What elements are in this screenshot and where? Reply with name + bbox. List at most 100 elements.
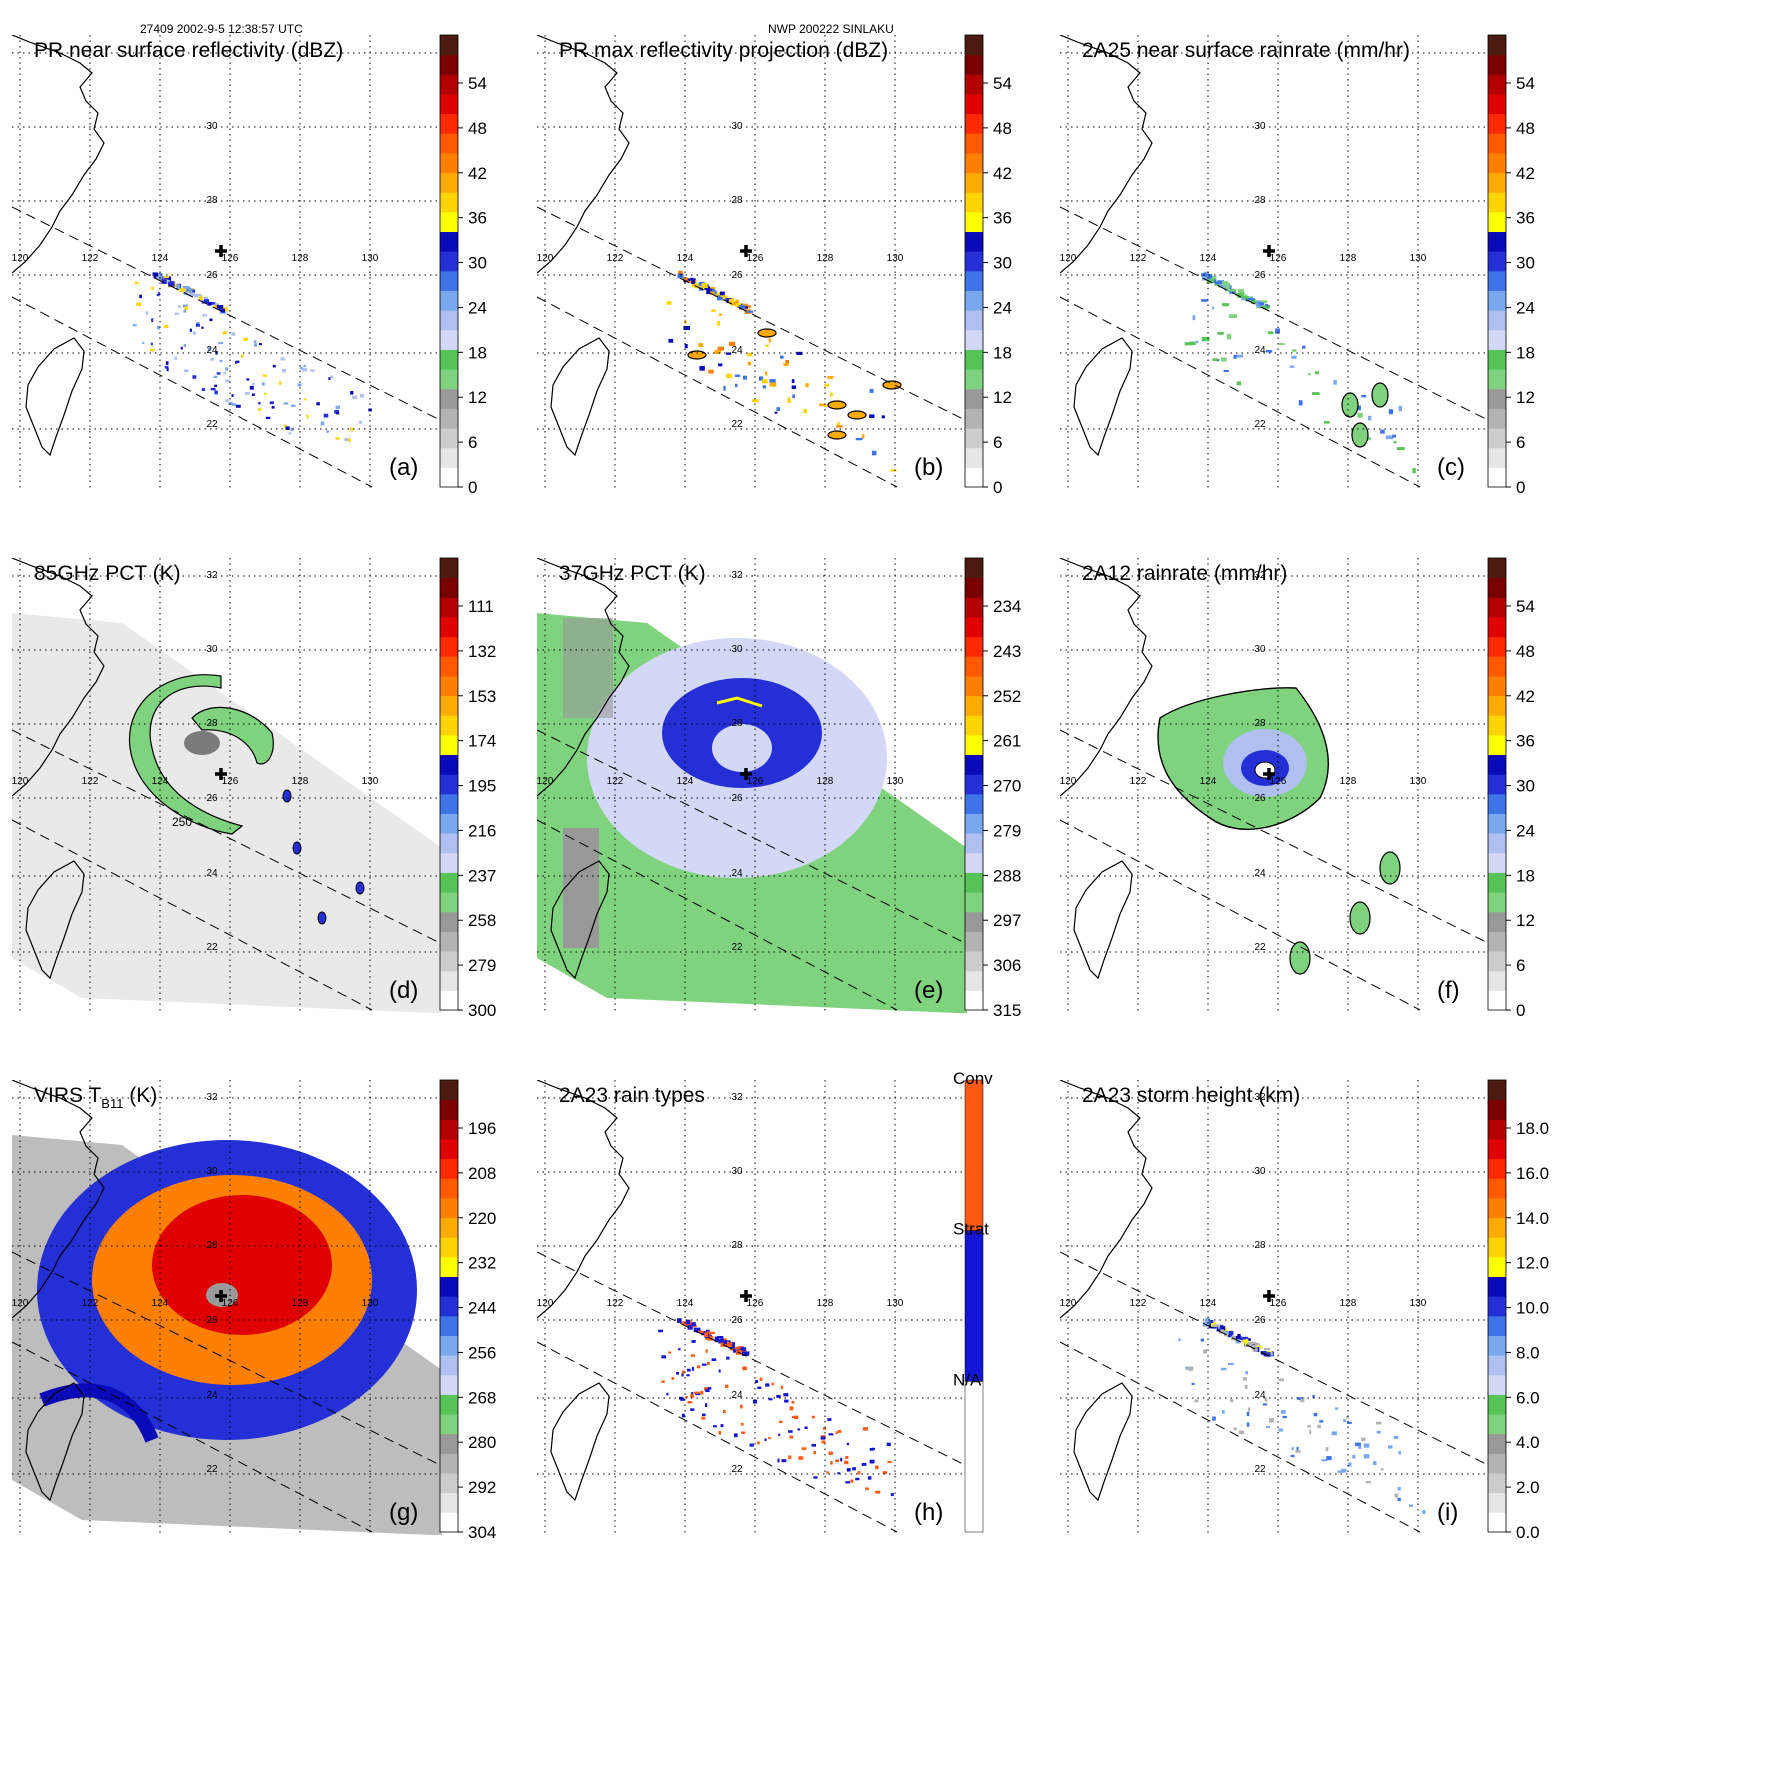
echo-pixel — [1352, 1454, 1356, 1459]
echo-pixel — [1278, 342, 1285, 346]
echo-pixel — [1376, 1421, 1382, 1425]
echo-pixel — [177, 305, 181, 308]
echo-pixel — [1255, 300, 1262, 304]
echo-pixel — [850, 1479, 854, 1483]
echo-pixel — [881, 415, 885, 419]
echo-pixel — [668, 1351, 672, 1354]
colorbar-swatch — [965, 833, 983, 854]
warm-rain-arc — [716, 696, 763, 708]
colorbar-frame — [1487, 34, 1507, 488]
swath-edge-south — [1060, 1341, 1421, 1533]
colorbar-swatch — [1488, 74, 1506, 95]
echo-pixel — [1255, 1343, 1260, 1347]
echo-pixel — [759, 1377, 763, 1381]
lon-label-126: 126 — [1270, 1298, 1287, 1309]
echo-pixel — [1363, 1443, 1370, 1448]
echo-pixel — [202, 314, 208, 317]
echo-pixel — [720, 294, 727, 298]
echo-pixel — [828, 1433, 834, 1436]
land-signal-taiwan — [563, 828, 599, 948]
colorbar-swatch — [440, 329, 458, 350]
echo-pixel — [686, 1374, 690, 1377]
echo-pixel — [1244, 295, 1248, 300]
echo-pixel — [703, 1332, 709, 1337]
colorbar-swatch — [965, 616, 983, 638]
echo-pixel — [1233, 1427, 1237, 1431]
echo-pixel — [1221, 1367, 1227, 1371]
colorbar-swatch — [1488, 113, 1506, 134]
colorbar-tick-216: 216 — [468, 821, 496, 840]
lat-label-30: 30 — [731, 1166, 743, 1177]
echo-pixel — [161, 279, 167, 284]
colorbar-tick-36: 36 — [1516, 209, 1535, 228]
echo-pixel — [1212, 306, 1215, 310]
colorbar-tick-196: 196 — [468, 1119, 496, 1138]
colorbar-swatch — [1488, 270, 1506, 291]
colorbar-d: 111 132 153 174 195 216 237 258 279 300 — [439, 557, 496, 1020]
panel-a-letter: (a) — [389, 454, 418, 481]
colorbar-frame — [964, 557, 984, 1011]
echo-pixel — [1264, 304, 1269, 308]
echo-pixel — [1396, 447, 1405, 451]
lat-label-24: 24 — [206, 1390, 218, 1401]
echo-pixel — [845, 1481, 851, 1484]
colorbar-tick-252: 252 — [993, 687, 1021, 706]
lon-label-122: 122 — [607, 776, 624, 787]
echo-pixel — [1323, 421, 1330, 424]
echo-pixel — [1216, 1329, 1221, 1332]
colorbar-swatch — [965, 290, 983, 311]
echo-pixel — [827, 1418, 832, 1421]
echo-pixel — [741, 1350, 747, 1353]
echo-pixel — [1296, 1446, 1299, 1451]
colorbar-tick-42: 42 — [468, 164, 487, 183]
lat-label-30: 30 — [206, 1166, 218, 1177]
echo-pixel — [188, 288, 193, 291]
echo-pixel — [1218, 1329, 1224, 1334]
colorbar-tick-12: 12 — [468, 388, 487, 407]
colorbar-swatch — [1488, 290, 1506, 311]
echo-pixel — [690, 1408, 695, 1411]
echo-pixel — [151, 286, 154, 290]
echo-pixel — [1222, 1410, 1225, 1414]
echo-pixel — [719, 291, 725, 296]
echo-pixel — [1267, 331, 1274, 335]
colorbar-swatch — [440, 172, 458, 193]
lat-label-26: 26 — [1254, 270, 1266, 281]
echo-pixel — [1240, 1337, 1246, 1340]
echo-pixel — [765, 1383, 770, 1387]
colorbar-swatch — [1488, 833, 1506, 854]
echo-pixel — [216, 372, 221, 375]
echo-pixel — [689, 1322, 696, 1326]
echo-pixel — [271, 405, 275, 409]
echo-pixel — [207, 347, 212, 351]
echo-pixel — [1388, 409, 1394, 415]
lat-label-28: 28 — [1254, 195, 1266, 206]
echo-pixel — [1367, 415, 1372, 421]
echo-pixel — [686, 1368, 691, 1372]
lat-label-22: 22 — [206, 419, 218, 430]
echo-pixel — [769, 381, 777, 387]
echo-pixel — [195, 323, 200, 327]
echo-pixel — [218, 342, 224, 345]
storm-name-label: NWP 200222 SINLAKU — [768, 22, 894, 36]
echo-pixel — [218, 307, 223, 311]
colorbar-tick-279: 279 — [468, 956, 496, 975]
lat-label-30: 30 — [206, 121, 218, 132]
convective-cell — [292, 841, 302, 855]
echo-pixel — [234, 360, 238, 364]
colorbar-tick-18: 18 — [468, 343, 487, 362]
echo-pixel — [713, 1425, 717, 1428]
colorbar-swatch — [440, 577, 458, 598]
echo-pixel — [676, 1372, 680, 1375]
colorbar-swatch — [965, 951, 983, 972]
echo-pixel — [1373, 1461, 1377, 1466]
echo-pixel — [706, 290, 711, 295]
echo-pixel — [1275, 328, 1280, 334]
colorbar-tick-315: 315 — [993, 1001, 1021, 1020]
lon-label-130: 130 — [362, 1298, 379, 1309]
lon-label-126: 126 — [222, 253, 239, 264]
echo-pixel — [867, 1476, 872, 1480]
colorbar-swatch — [440, 715, 458, 736]
echo-pixel — [1219, 284, 1227, 288]
echo-pixel — [214, 384, 218, 388]
